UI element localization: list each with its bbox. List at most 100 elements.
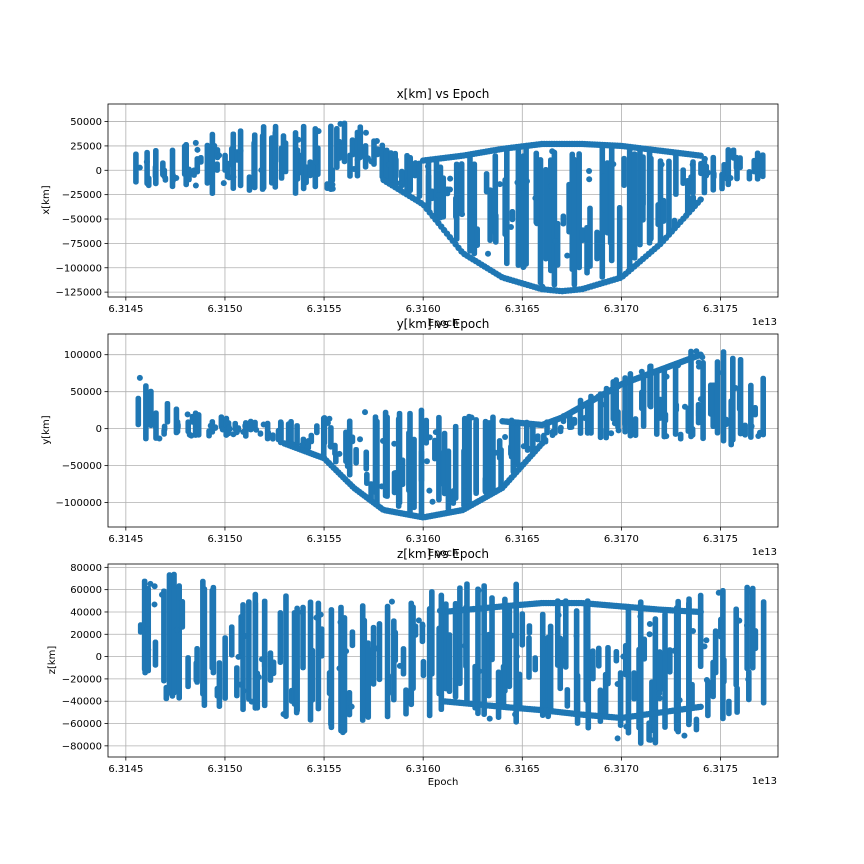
data-point-column (198, 154, 204, 165)
data-point-column (754, 150, 761, 182)
data-point (295, 136, 302, 143)
y-tick-label: 25000 (70, 141, 102, 152)
data-point (373, 138, 380, 145)
data-point-column (526, 623, 533, 636)
data-point-column (294, 605, 300, 714)
data-point-column (605, 644, 611, 687)
data-point-column (259, 133, 266, 192)
data-point-column (530, 421, 536, 455)
data-point-column (535, 433, 541, 443)
data-point (476, 668, 483, 675)
lower-band-point (697, 196, 704, 203)
data-point-column (152, 639, 159, 668)
y-axis-label: x[km] (41, 185, 52, 214)
data-point (156, 435, 163, 442)
data-point (681, 403, 688, 410)
data-point-column (407, 154, 414, 194)
data-point-column (554, 598, 561, 668)
data-point-column (204, 142, 211, 186)
data-point-column (436, 625, 442, 697)
data-point-column (574, 672, 581, 726)
y-tick-label: −75000 (62, 239, 102, 250)
y-tick-label: −80000 (62, 741, 102, 752)
data-point (557, 424, 564, 431)
data-point-column (411, 436, 417, 511)
data-point-column (416, 160, 423, 199)
data-point (555, 612, 562, 619)
x-tick-label: 6.3165 (505, 534, 540, 545)
data-point (233, 429, 240, 436)
data-point-column (640, 154, 646, 207)
data-point-column (385, 672, 392, 697)
data-point (656, 690, 663, 697)
data-point-column (631, 151, 638, 261)
plot-frame (107, 563, 779, 758)
data-point-column (627, 371, 634, 439)
data-point-column (270, 659, 277, 677)
data-point (675, 362, 682, 369)
upper-band-point (697, 608, 704, 616)
data-point-column (152, 411, 159, 430)
data-point-column (495, 669, 502, 721)
data-point-column (656, 649, 663, 693)
data-point (646, 621, 653, 628)
data-point-column (680, 167, 686, 186)
data-point (343, 648, 350, 655)
data-point-column (228, 624, 235, 658)
x-tick-label: 6.3170 (604, 764, 639, 775)
data-point-column (340, 615, 346, 736)
data-point (552, 237, 559, 244)
data-point (671, 647, 678, 654)
data-point (486, 715, 493, 722)
data-point-column (374, 418, 380, 505)
x-axis-label: Epoch (428, 777, 459, 788)
data-point-column (210, 584, 217, 676)
data-point-column (420, 658, 427, 679)
data-point (158, 591, 165, 598)
data-point (697, 396, 704, 403)
data-point-column (214, 161, 220, 173)
lower-band-point (538, 440, 546, 447)
data-point (188, 432, 195, 439)
y-tick-label: 0 (96, 424, 102, 435)
data-point-column (309, 647, 316, 703)
data-point (699, 354, 706, 361)
data-point-column (688, 348, 694, 440)
y-tick-label: 0 (96, 166, 102, 177)
data-point-column (445, 448, 452, 512)
data-point (298, 157, 305, 164)
y-tick-label: 100000 (64, 350, 102, 361)
data-point-column (228, 146, 235, 168)
data-point (173, 626, 180, 633)
x-tick-label: 6.3170 (604, 304, 639, 315)
data-point (329, 181, 336, 188)
data-point-column (171, 571, 177, 696)
data-point-column (175, 422, 181, 430)
data-point (459, 211, 466, 218)
data-point-column (376, 621, 383, 683)
plot-frame (107, 333, 779, 528)
data-point-column (277, 610, 284, 666)
y-tick-label: 50000 (70, 117, 102, 128)
data-point-column (720, 588, 726, 722)
y-tick-label: −100000 (55, 498, 102, 509)
data-point-column (666, 158, 672, 237)
data-point-column (726, 698, 732, 717)
data-point-column (673, 402, 680, 413)
data-point-column (234, 665, 240, 699)
data-point (581, 414, 588, 421)
data-point-column (257, 430, 264, 437)
data-point-column (749, 585, 756, 671)
data-point-column (452, 423, 459, 501)
data-point-column (216, 660, 223, 710)
panel-title: x[km] vs Epoch (397, 87, 490, 101)
data-point-column (186, 166, 192, 183)
data-point (240, 687, 247, 694)
data-point-column (697, 592, 704, 670)
data-point-column (641, 636, 648, 662)
panel-title: y[km] vs Epoch (397, 317, 490, 331)
data-point-column (232, 420, 239, 432)
data-point (658, 161, 665, 168)
data-point (299, 609, 306, 616)
data-point-column (648, 155, 654, 242)
